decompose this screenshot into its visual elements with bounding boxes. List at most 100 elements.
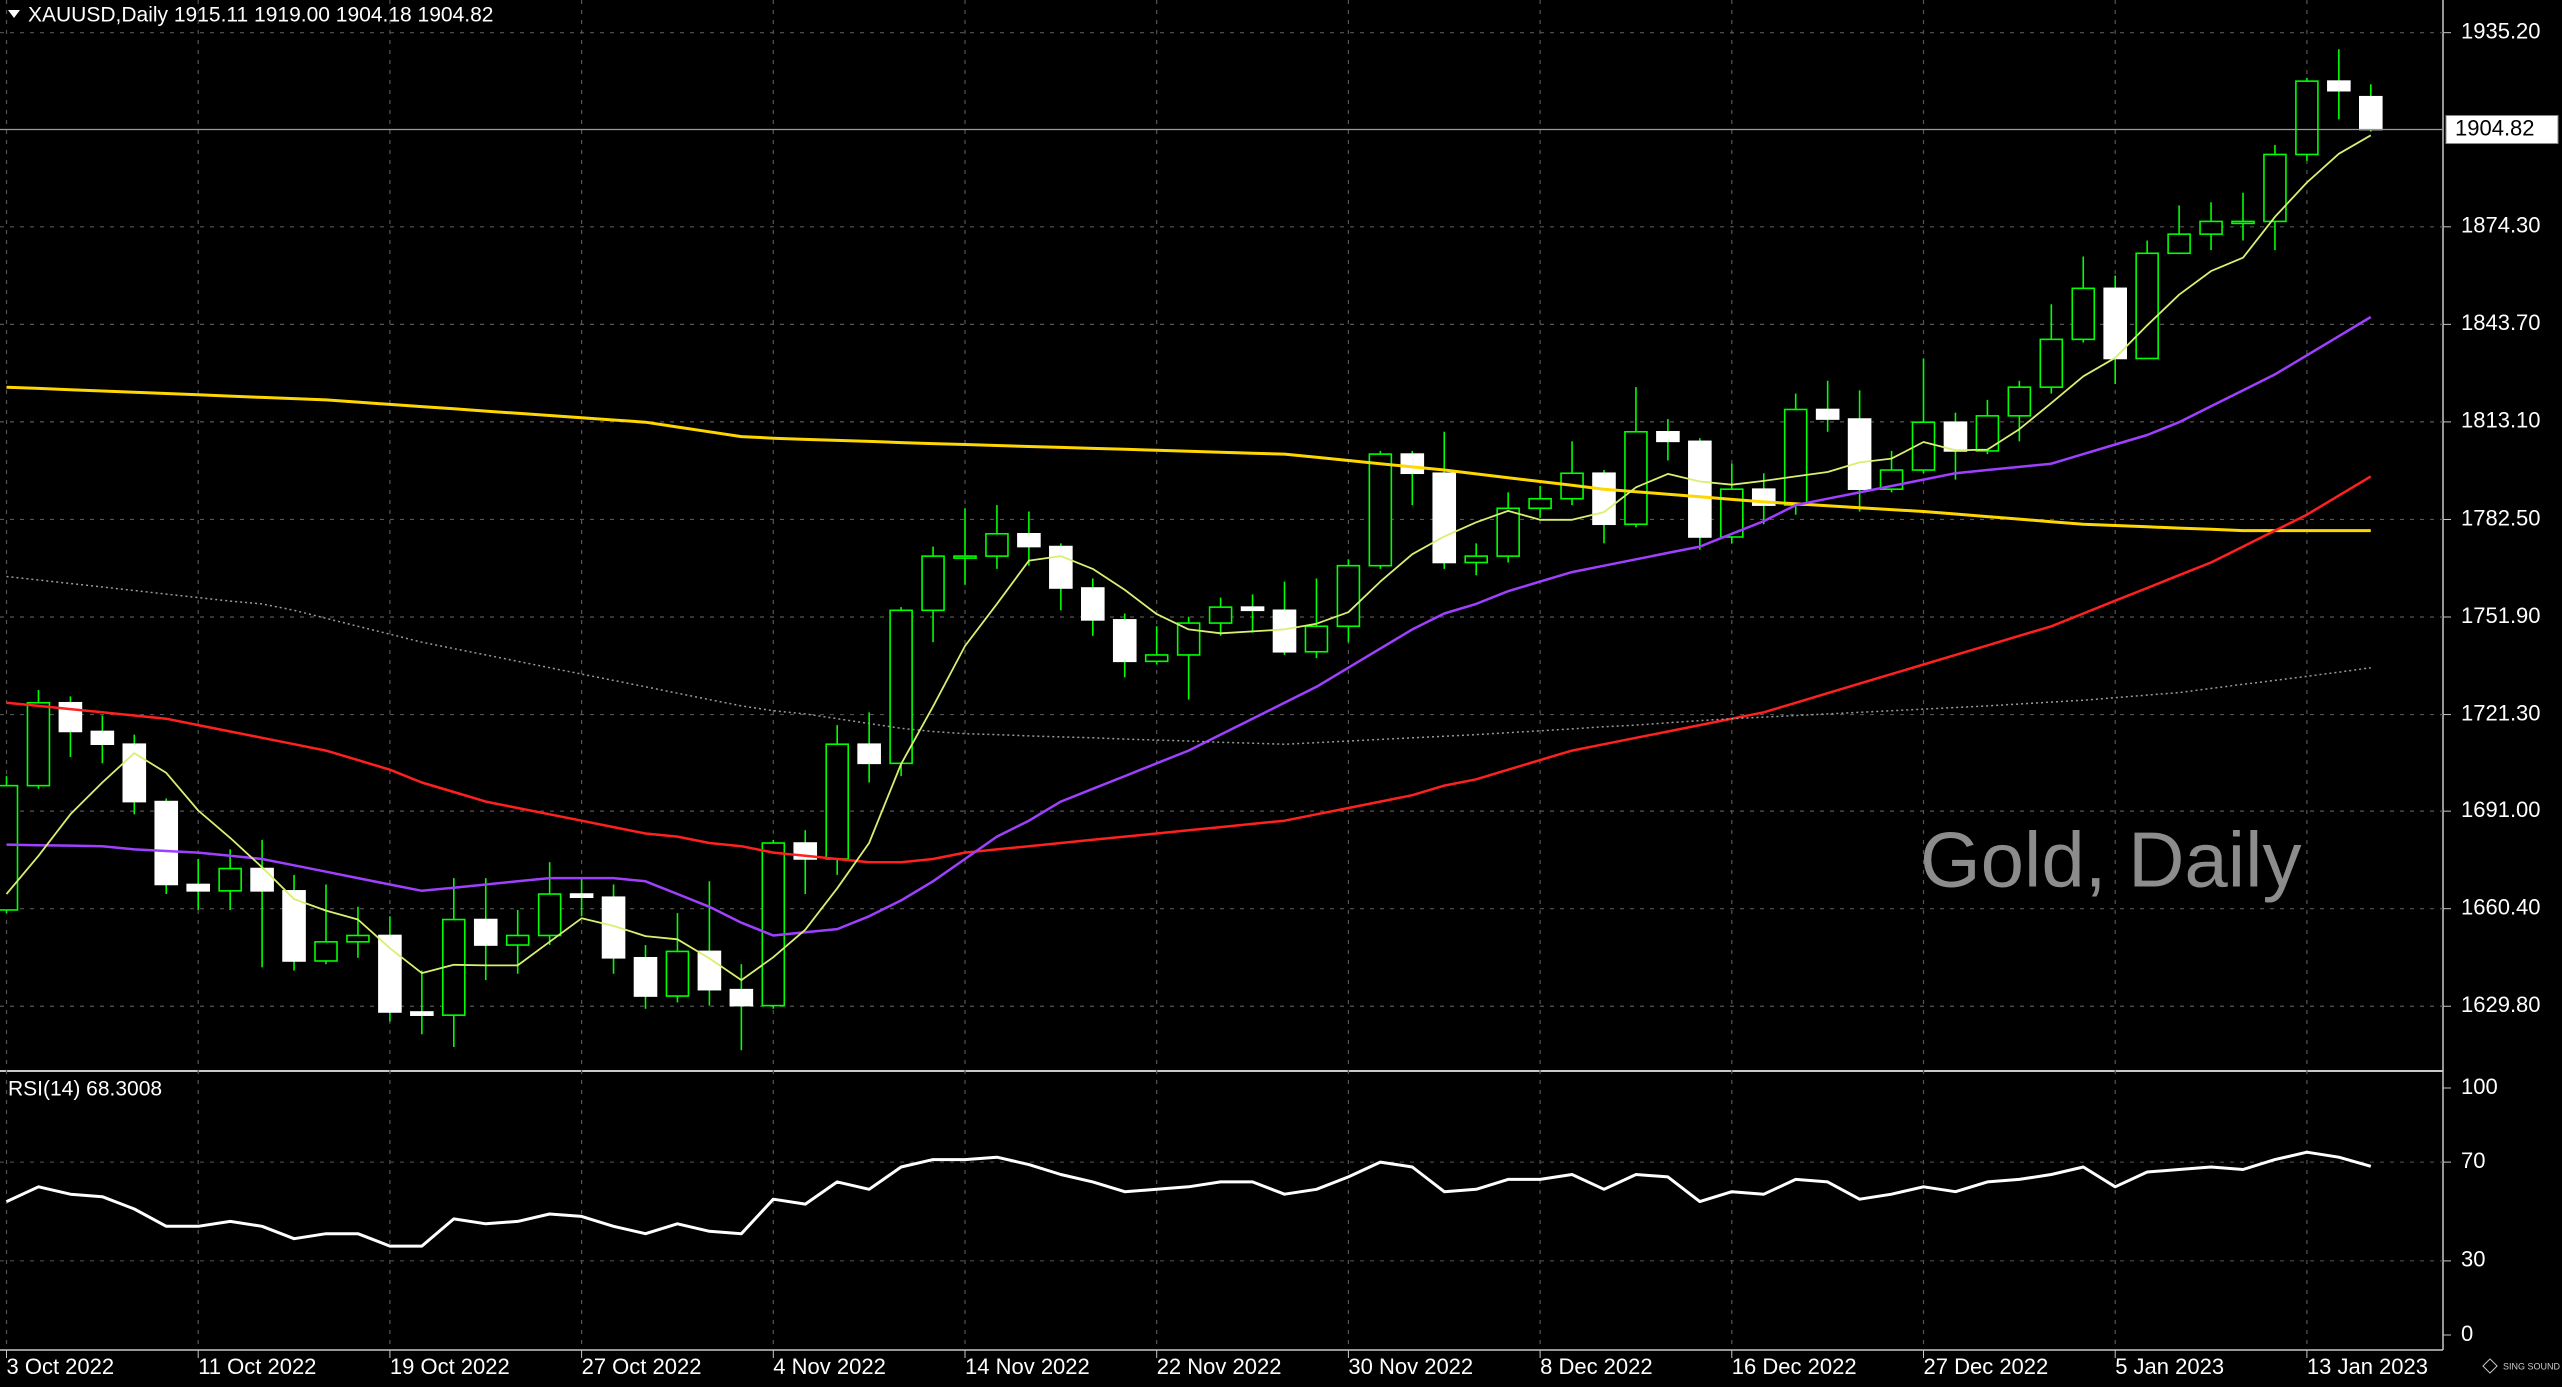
last-price-box [2445,115,2559,145]
rsi-label: RSI(14) 68.3008 [8,1078,162,1101]
candle-body [697,950,722,991]
candle-body [1081,587,1105,621]
svg-text:SING SOUND: SING SOUND [2503,1361,2561,1371]
candle-body [985,533,1009,557]
x-tick-label: 27 Oct 2022 [582,1354,702,1379]
x-tick-label: 11 Oct 2022 [198,1354,316,1379]
y-tick-label: 0 [2461,1321,2473,1346]
rsi-line [5,1150,2372,1248]
grid [0,0,2443,1350]
candle-body [2039,338,2064,388]
candle-body [58,701,83,733]
candle-body [1336,564,1361,628]
x-tick-label: 13 Jan 2023 [2307,1354,2428,1379]
candle-body [1911,421,1936,471]
candle-body [1975,415,2000,452]
x-tick-label: 5 Jan 2023 [2115,1354,2224,1379]
candle-body [1176,622,1201,656]
y-tick-label: 1935.20 [2461,18,2541,43]
x-tick-label: 4 Nov 2022 [773,1354,886,1379]
x-tick-label: 27 Dec 2022 [1924,1354,2049,1379]
y-tick-label: 1691.00 [2461,797,2541,822]
candle-body [0,784,19,911]
candle-body [154,800,179,886]
candle-body [1049,545,1073,589]
candle-body [1368,453,1393,567]
y-tick-label: 1813.10 [2461,408,2541,433]
candle-body [825,743,850,860]
last-price-label: 1904.82 [2455,115,2535,140]
candle-body [1017,533,1041,548]
candle-body [378,934,402,1013]
candle-body [1144,654,1169,663]
candle-body [186,883,210,892]
candle-body [761,842,786,1007]
candle-body [2263,153,2287,223]
x-tick-label: 16 Dec 2022 [1732,1354,1857,1379]
candle-body [410,1011,434,1016]
candle-body [473,918,498,946]
y-tick-label: 1843.70 [2461,310,2541,335]
candle-body [601,896,626,959]
y-tick-label: 1721.30 [2461,700,2541,725]
x-tick-label: 19 Oct 2022 [390,1354,510,1379]
candle-body [1400,453,1425,475]
candle-body [2231,220,2255,225]
candle-body [633,956,658,997]
candle-body [1656,430,1680,443]
candle-body [2167,233,2191,255]
candle-body [2007,386,2032,417]
candle-body [857,743,881,765]
candle-body [90,730,115,746]
candle-body [2135,252,2159,360]
x-tick-label: 3 Oct 2022 [7,1354,115,1379]
candle-body [569,893,594,899]
candle-body [921,555,945,612]
y-tick-label: 1660.40 [2461,895,2541,920]
candle-body [2071,287,2096,341]
candle-body [1240,606,1265,612]
candle-body [314,941,338,962]
candle-body [2103,287,2127,360]
x-tick-label: 8 Dec 2022 [1540,1354,1653,1379]
y-tick-label: 100 [2461,1074,2498,1099]
candle-body [1432,472,1457,564]
moving-average [6,575,2371,745]
moving-average [6,315,2372,937]
candle-body [282,890,306,962]
candle-body [2295,80,2319,156]
candle-body [26,701,51,787]
candle-body [505,934,530,946]
candle-body [1112,619,1137,663]
moving-average [6,385,2371,533]
y-tick-label: 1751.90 [2461,603,2541,628]
y-tick-label: 1629.80 [2461,992,2541,1017]
candle-body [889,609,913,765]
candle-body [1304,625,1329,653]
candle-body [537,893,562,937]
candle-body [1464,555,1488,564]
candle-body [2199,220,2223,235]
moving-average [6,475,2372,864]
y-tick-label: 1874.30 [2461,213,2541,238]
candle-body [1688,440,1712,538]
candle-body [1943,421,1968,452]
candle-body [1208,606,1233,624]
candle-body [1528,497,1552,510]
menu-arrow[interactable] [8,10,20,18]
logo: SING SOUND [2482,1358,2561,1374]
watermark: Gold, Daily [1920,816,2301,904]
candle-body [1496,507,1520,557]
candle-body [1783,408,1808,506]
candle-body [1624,430,1648,526]
y-tick-label: 30 [2461,1247,2485,1272]
candle-body [729,988,754,1007]
candle-body [218,867,242,892]
x-tick-label: 30 Nov 2022 [1348,1354,1473,1379]
candle-body [1592,472,1616,526]
candle-body [665,950,690,997]
candle-body [1815,408,1840,420]
candle-body [953,555,977,559]
chart-title: XAUUSD,Daily 1915.11 1919.00 1904.18 190… [28,4,493,27]
